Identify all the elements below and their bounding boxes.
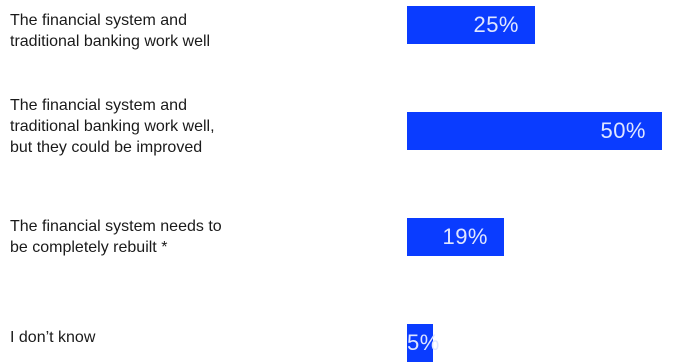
data-label: 50% bbox=[600, 118, 646, 143]
bar bbox=[407, 112, 662, 150]
category-label: The financial system and traditional ban… bbox=[10, 12, 211, 50]
category-label: I don’t know bbox=[10, 329, 96, 346]
bar bbox=[407, 218, 504, 256]
bar bbox=[407, 324, 433, 362]
category-label: The financial system and traditional ban… bbox=[10, 97, 215, 156]
category-label: The financial system needs to be complet… bbox=[10, 218, 222, 256]
data-label: 19% bbox=[442, 224, 488, 249]
bar bbox=[407, 6, 535, 44]
data-label: 25% bbox=[473, 12, 519, 37]
data-label: 5% bbox=[407, 330, 440, 355]
